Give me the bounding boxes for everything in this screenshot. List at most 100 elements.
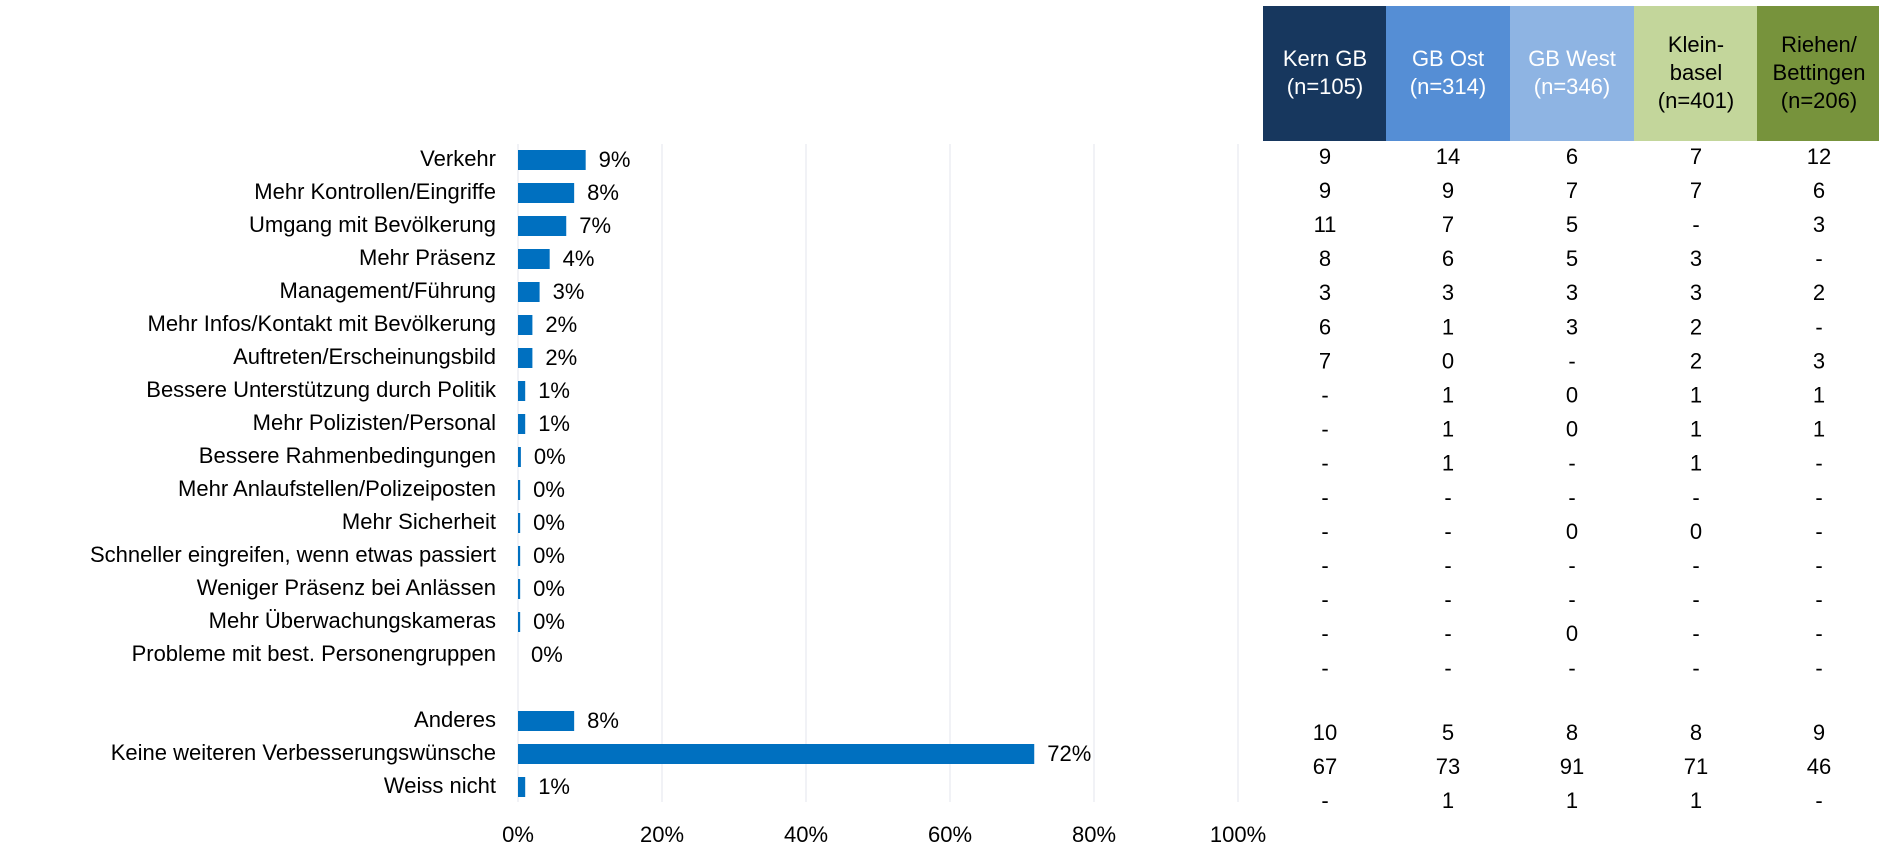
table-cell: 14 — [1436, 144, 1460, 169]
table-cell: 71 — [1684, 754, 1708, 779]
bar — [518, 480, 521, 500]
y-tick-label: Mehr Infos/Kontakt mit Bevölkerung — [148, 311, 497, 336]
data-label: 0% — [533, 543, 565, 568]
table-cell: 1 — [1442, 788, 1454, 813]
bar — [518, 348, 533, 368]
bar — [518, 150, 586, 170]
column-header-text: (n=105) — [1287, 74, 1363, 99]
table-cell: 7 — [1566, 178, 1578, 203]
table-cell: 11 — [1314, 212, 1337, 237]
table-cell: 1 — [1690, 417, 1702, 442]
table-cell: 2 — [1813, 280, 1825, 305]
data-label: 2% — [545, 312, 577, 337]
column-header-text: GB Ost — [1412, 46, 1484, 71]
table-cell: 6 — [1566, 144, 1578, 169]
column-header — [1263, 6, 1387, 141]
table-cell: - — [1568, 348, 1575, 373]
table-cell: - — [1692, 485, 1699, 510]
data-label: 1% — [538, 411, 570, 436]
table-cell: - — [1692, 587, 1699, 612]
table-cell: - — [1568, 485, 1575, 510]
y-tick-label: Verkehr — [420, 146, 496, 171]
table-cell: - — [1568, 451, 1575, 476]
table-cell: - — [1321, 621, 1328, 646]
data-label: 0% — [534, 444, 566, 469]
data-label: 2% — [545, 345, 577, 370]
bar — [518, 546, 521, 566]
table-cell: - — [1815, 621, 1822, 646]
column-header — [1634, 6, 1758, 141]
y-tick-label: Schneller eingreifen, wenn etwas passier… — [90, 542, 496, 567]
y-tick-label: Anderes — [414, 707, 496, 732]
table-cell: 0 — [1566, 519, 1578, 544]
column-header-text: GB West — [1528, 46, 1616, 71]
table-cell: 1 — [1442, 417, 1454, 442]
table-cell: 1 — [1813, 417, 1825, 442]
column-header — [1757, 6, 1879, 141]
y-tick-label: Mehr Überwachungskameras — [209, 608, 496, 633]
column-header-text: (n=346) — [1534, 74, 1610, 99]
y-tick-label: Mehr Sicherheit — [342, 509, 496, 534]
table-cell: - — [1815, 314, 1822, 339]
table-cell: - — [1321, 451, 1328, 476]
table-cell: 3 — [1690, 246, 1702, 271]
y-tick-label: Probleme mit best. Personengruppen — [132, 641, 496, 666]
table-cell: - — [1815, 788, 1822, 813]
table-cell: 0 — [1690, 519, 1702, 544]
table-cell: 1 — [1813, 383, 1825, 408]
table-cell: - — [1444, 519, 1451, 544]
bar — [518, 513, 521, 533]
table-cell: 9 — [1319, 178, 1331, 203]
table-cell: - — [1444, 655, 1451, 680]
bar — [518, 183, 575, 203]
table-cell: 1 — [1442, 383, 1454, 408]
table-cell: - — [1568, 553, 1575, 578]
y-tick-label: Management/Führung — [280, 278, 496, 303]
data-label: 8% — [587, 708, 619, 733]
bar — [518, 711, 575, 731]
column-header-text: Riehen/ — [1781, 32, 1858, 57]
table-cell: 1 — [1690, 383, 1702, 408]
column-header — [1510, 6, 1634, 141]
table-cell: 0 — [1566, 383, 1578, 408]
table-cell: - — [1815, 655, 1822, 680]
table-cell: 3 — [1690, 280, 1702, 305]
table-cell: - — [1321, 519, 1328, 544]
table-cell: - — [1444, 485, 1451, 510]
bar — [518, 315, 533, 335]
data-label: 9% — [599, 147, 631, 172]
bar — [518, 579, 521, 599]
data-label: 1% — [538, 378, 570, 403]
bar — [518, 777, 526, 797]
bar — [518, 414, 526, 434]
table-cell: 5 — [1566, 246, 1578, 271]
table-cell: 12 — [1807, 144, 1831, 169]
table-cell: - — [1692, 621, 1699, 646]
y-tick-label: Auftreten/Erscheinungsbild — [233, 344, 496, 369]
table-cell: - — [1321, 788, 1328, 813]
column-header-text: Klein- — [1668, 32, 1724, 57]
table-cell: - — [1815, 451, 1822, 476]
table-cell: 3 — [1566, 280, 1578, 305]
table-cell: 0 — [1566, 621, 1578, 646]
table-cell: 7 — [1690, 178, 1702, 203]
bar — [518, 249, 550, 269]
table-cell: 0 — [1566, 417, 1578, 442]
table-cell: 6 — [1319, 314, 1331, 339]
table-cell: 2 — [1690, 314, 1702, 339]
x-tick-label: 40% — [784, 822, 828, 847]
table-cell: 10 — [1313, 720, 1337, 745]
bar — [518, 447, 521, 467]
table-cell: 1 — [1690, 451, 1702, 476]
y-tick-label: Bessere Unterstützung durch Politik — [146, 377, 497, 402]
bar — [518, 381, 526, 401]
data-label: 0% — [533, 510, 565, 535]
data-label: 4% — [563, 246, 595, 271]
table-cell: 7 — [1319, 348, 1331, 373]
table-cell: - — [1321, 485, 1328, 510]
table-cell: 6 — [1442, 246, 1454, 271]
table-cell: - — [1568, 655, 1575, 680]
x-tick-label: 60% — [928, 822, 972, 847]
table-cell: 8 — [1319, 246, 1331, 271]
